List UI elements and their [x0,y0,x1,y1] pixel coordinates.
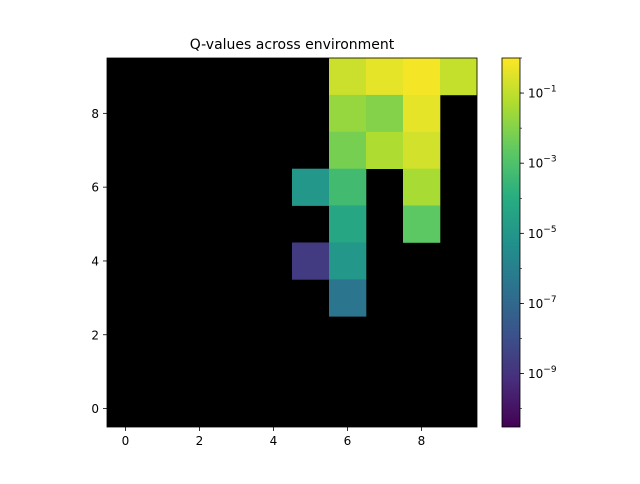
heatmap-cell [329,58,367,96]
heatmap-cell [329,168,367,206]
y-tick-label: 6 [91,181,99,195]
heatmap-cell [440,58,478,96]
heatmap-cell [403,58,441,96]
y-tick-label: 4 [91,254,99,268]
heatmap-cell [366,58,404,96]
y-axis: 0 2 4 6 8 [91,107,107,416]
heatmap-cell [329,94,367,133]
heatmap-cell [329,131,367,169]
colorbar-tick-label: 10−7 [528,295,557,311]
heatmap-cells [292,58,478,317]
chart-title: Q-values across environment [190,37,395,53]
heatmap-cell [403,94,441,133]
x-tick-label: 6 [344,434,352,448]
colorbar-tick-label: 10−5 [528,225,557,241]
heatmap-cell [403,205,441,243]
x-axis: 0 2 4 6 8 [122,427,426,448]
colorbar-tick-label: 10−3 [528,155,557,171]
heatmap-cell [329,205,367,243]
y-tick-label: 8 [91,107,99,121]
heatmap-cell [403,168,441,206]
colorbar-tick-label: 10−1 [528,85,557,101]
heatmap-cell [366,131,404,169]
plot-frame [106,57,478,428]
y-tick-label: 0 [91,402,99,416]
colorbar [501,57,521,428]
y-tick-label: 2 [91,328,99,342]
heatmap-cell [292,242,330,280]
heatmap-cell [329,279,367,317]
x-tick-label: 4 [270,434,278,448]
x-tick-label: 8 [418,434,426,448]
heatmap-cell [403,131,441,169]
heatmap-cell [329,242,367,280]
x-tick-label: 2 [196,434,204,448]
heatmap-cell [366,94,404,133]
x-tick-label: 0 [122,434,130,448]
heatmap-cell [292,168,330,206]
colorbar-axis: 10−1 10−3 10−5 10−7 10−9 [520,57,557,409]
colorbar-tick-label: 10−9 [528,365,557,381]
